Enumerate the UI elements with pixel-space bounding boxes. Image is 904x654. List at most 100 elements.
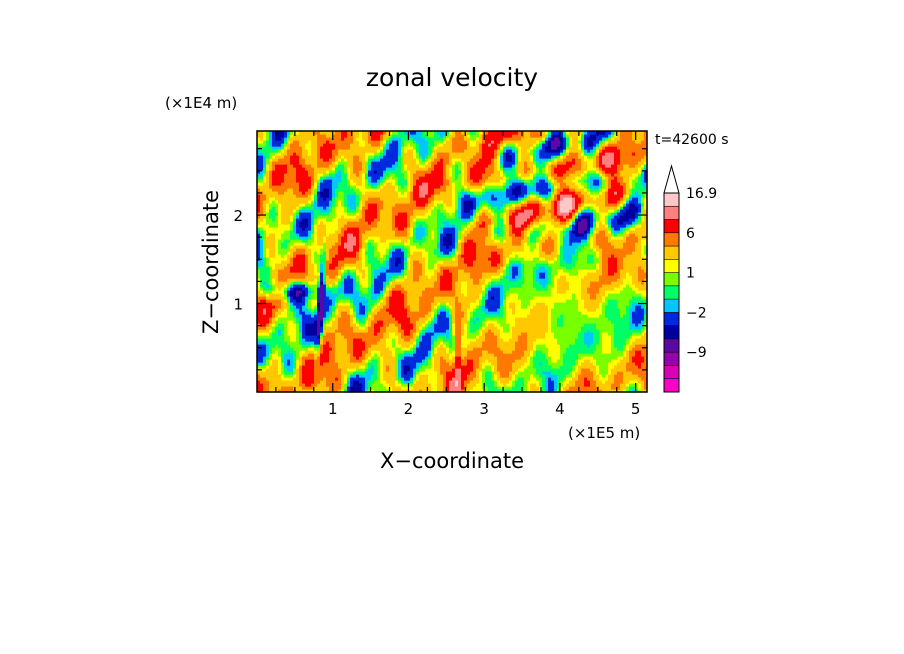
field-cell [314, 377, 318, 381]
field-cell [467, 329, 471, 333]
field-cell [287, 380, 291, 384]
field-cell [263, 335, 267, 339]
field-cell [362, 371, 366, 375]
field-cell [452, 290, 456, 294]
field-cell [632, 293, 636, 297]
field-cell [608, 311, 612, 315]
field-cell [296, 368, 300, 372]
field-cell [569, 290, 573, 294]
field-cell [452, 278, 456, 282]
field-cell [593, 311, 597, 315]
field-cell [344, 302, 348, 306]
field-cell [515, 386, 519, 390]
field-cell [362, 347, 366, 351]
field-cell [500, 338, 504, 342]
field-cell [572, 365, 576, 369]
field-cell [584, 278, 588, 282]
field-cell [347, 377, 351, 381]
field-cell [497, 368, 501, 372]
field-cell [461, 323, 465, 327]
field-cell [632, 311, 636, 315]
field-cell [542, 374, 546, 378]
field-cell [308, 374, 312, 378]
field-cell [341, 293, 345, 297]
field-cell [611, 287, 615, 291]
field-cell [347, 362, 351, 366]
field-cell [470, 368, 474, 372]
field-cell [422, 380, 426, 384]
field-cell [371, 299, 375, 303]
field-cell [446, 386, 450, 390]
field-cell [632, 284, 636, 288]
field-cell [476, 350, 480, 354]
field-cell [335, 299, 339, 303]
field-cell [542, 386, 546, 390]
field-cell [632, 320, 636, 324]
field-cell [365, 320, 369, 324]
field-cell [356, 281, 360, 285]
field-cell [260, 287, 264, 291]
field-cell [416, 380, 420, 384]
field-cell [605, 374, 609, 378]
field-cell [611, 344, 615, 348]
field-cell [581, 389, 585, 393]
field-cell [593, 329, 597, 333]
field-cell [464, 284, 468, 288]
field-cell [287, 344, 291, 348]
field-cell [371, 380, 375, 384]
field-cell [410, 338, 414, 342]
field-cell [611, 293, 615, 297]
field-cell [470, 389, 474, 393]
field-cell [539, 353, 543, 357]
field-cell [404, 359, 408, 363]
field-cell [617, 281, 621, 285]
field-cell [296, 341, 300, 345]
field-cell [305, 308, 309, 312]
field-cell [263, 287, 267, 291]
field-cell [404, 281, 408, 285]
field-cell [602, 362, 606, 366]
field-cell [521, 353, 525, 357]
field-cell [620, 350, 624, 354]
field-cell [431, 299, 435, 303]
field-cell [446, 299, 450, 303]
field-cell [449, 359, 453, 363]
field-cell [383, 332, 387, 336]
field-cell [452, 335, 456, 339]
field-cell [593, 332, 597, 336]
field-cell [395, 365, 399, 369]
field-cell [359, 311, 363, 315]
field-cell [308, 356, 312, 360]
field-cell [329, 338, 333, 342]
field-cell [491, 365, 495, 369]
field-cell [293, 350, 297, 354]
field-cell [335, 320, 339, 324]
field-cell [485, 383, 489, 387]
field-cell [614, 380, 618, 384]
field-cell [434, 311, 438, 315]
field-cell [539, 341, 543, 345]
field-cell [323, 287, 327, 291]
field-cell [623, 290, 627, 294]
field-cell [365, 365, 369, 369]
field-cell [587, 335, 591, 339]
field-cell [401, 365, 405, 369]
field-cell [587, 371, 591, 375]
field-cell [551, 371, 555, 375]
field-cell [350, 365, 354, 369]
field-cell [470, 359, 474, 363]
field-cell [488, 296, 492, 300]
field-cell [311, 311, 315, 315]
field-cell [542, 287, 546, 291]
field-cell [503, 368, 507, 372]
field-cell [347, 329, 351, 333]
field-cell [626, 359, 630, 363]
field-cell [521, 284, 525, 288]
field-cell [425, 329, 429, 333]
field-cell [518, 347, 522, 351]
field-cell [602, 377, 606, 381]
field-cell [533, 383, 537, 387]
field-cell [518, 368, 522, 372]
field-cell [293, 314, 297, 318]
field-cell [518, 380, 522, 384]
